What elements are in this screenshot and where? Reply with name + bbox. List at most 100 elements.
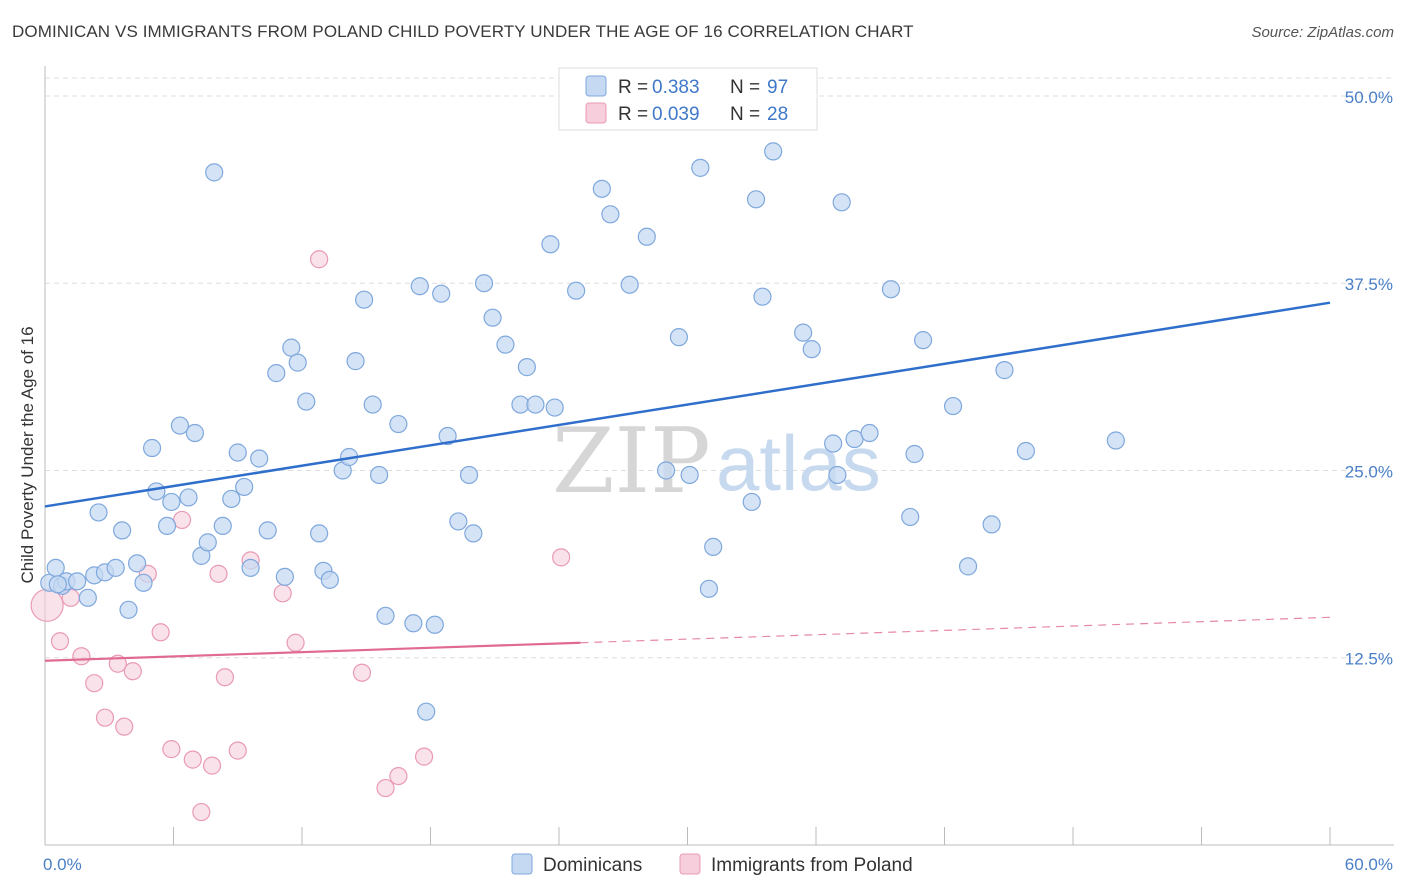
dominican-point <box>656 461 676 480</box>
dominican-point <box>483 308 502 327</box>
dominican-point <box>742 492 761 512</box>
bottom-legend-poland: Immigrants from Poland <box>711 855 913 876</box>
dominican-point <box>794 323 813 342</box>
dominican-point <box>881 280 901 299</box>
dominican-point <box>213 516 232 536</box>
dominican-point <box>637 227 656 246</box>
dominican-point <box>389 414 408 434</box>
legend-n-label-1: N = <box>730 77 760 98</box>
dominican-point <box>764 142 783 161</box>
poland-point <box>286 633 305 652</box>
bottom-legend-dominicans: Dominicans <box>543 855 642 876</box>
poland-point <box>376 778 395 798</box>
dominican-point <box>943 396 963 416</box>
dominican-point <box>541 235 560 254</box>
axes <box>44 66 1394 846</box>
dominican-point <box>267 364 286 383</box>
poland-point <box>352 663 372 682</box>
dominican-point <box>310 524 329 543</box>
dominican-point <box>417 702 436 721</box>
dominican-point <box>905 444 924 464</box>
dominican-point <box>370 465 389 485</box>
dominican-point <box>995 361 1014 380</box>
poland-point <box>115 717 134 736</box>
chart-title: DOMINICAN VS IMMIGRANTS FROM POLAND CHIL… <box>12 22 914 41</box>
poland-point <box>389 766 408 786</box>
poland-point <box>202 756 222 775</box>
legend-r-label-2: R = <box>618 104 648 125</box>
dominican-point <box>320 570 339 589</box>
x-tick-label-max: 60.0% <box>1345 855 1393 874</box>
y-axis-label: Child Poverty Under the Age of 16 <box>18 326 37 583</box>
dominican-point <box>119 600 138 619</box>
dominican-point <box>162 492 181 512</box>
dominican-point <box>704 537 723 556</box>
dominican-point <box>496 335 515 354</box>
dominican-point <box>545 398 564 417</box>
dominican-point <box>355 290 374 309</box>
y-tick-label: 25.0% <box>1345 462 1393 481</box>
dominican-point <box>198 533 217 552</box>
poland-point <box>162 740 181 759</box>
y-tick-label: 50.0% <box>1345 88 1393 107</box>
y-tick-label: 12.5% <box>1345 650 1393 669</box>
x-tick-label-min: 0.0% <box>43 855 82 874</box>
dominican-point <box>363 395 382 414</box>
dominican-point <box>297 392 316 411</box>
dominican-point <box>432 284 451 303</box>
dominican-point <box>746 190 766 209</box>
poland-point <box>123 662 142 681</box>
dominican-point <box>691 158 710 177</box>
legend-swatch-blue <box>585 75 607 97</box>
poland-point <box>310 250 329 269</box>
dominican-point <box>1106 431 1125 450</box>
dominican-point <box>567 281 586 300</box>
y-tick-labels: 12.5% 25.0% 37.5% 50.0% <box>1345 88 1393 669</box>
poland-point <box>95 708 115 727</box>
dominican-point <box>228 443 247 462</box>
dominican-point <box>699 579 719 598</box>
dominican-point <box>275 567 294 586</box>
dominican-point <box>78 588 97 607</box>
dominican-point <box>464 524 483 543</box>
dominican-point <box>250 449 269 468</box>
dominican-point <box>828 465 847 485</box>
legend-n-value-1: 97 <box>767 77 788 98</box>
legend-box: R = 0.383 N = 97 R = 0.039 N = 28 <box>558 67 818 131</box>
poland-trend-line <box>44 641 581 662</box>
dominican-point <box>222 489 241 509</box>
dominican-point <box>601 205 620 224</box>
bottom-legend-swatch-dominicans <box>511 853 533 875</box>
dominican-point <box>258 521 277 540</box>
dominican-point <box>517 358 536 377</box>
dominican-point <box>282 338 301 357</box>
dominican-point <box>404 614 423 633</box>
dominican-point <box>802 340 821 359</box>
dominican-point <box>474 274 494 293</box>
dominican-point <box>112 521 132 540</box>
legend-r-value-1: 0.383 <box>652 77 700 98</box>
dominican-point <box>205 163 224 182</box>
dominican-point <box>459 465 479 485</box>
dominican-point <box>157 516 177 536</box>
legend-swatch-pink <box>585 102 607 124</box>
poland-point <box>72 647 91 666</box>
poland-point <box>209 564 228 583</box>
source-credit: Source: ZipAtlas.com <box>1251 24 1394 41</box>
dominican-point <box>142 438 162 458</box>
dominican-point <box>106 558 125 577</box>
dominican-point <box>134 573 153 592</box>
dominican-point <box>241 558 260 577</box>
dominican-point <box>680 465 699 485</box>
poland-point <box>273 584 292 603</box>
dominican-point <box>620 275 639 294</box>
poland-point <box>215 668 234 687</box>
dominicans-trend-line <box>44 301 1331 508</box>
dominican-point <box>425 615 444 634</box>
poland-point <box>50 632 70 651</box>
dominican-point <box>185 423 205 443</box>
dominican-point <box>860 423 879 443</box>
dominican-point <box>1016 441 1035 461</box>
dominican-point <box>48 575 67 594</box>
x-tick-labels: 0.0% 60.0% <box>43 855 1393 874</box>
